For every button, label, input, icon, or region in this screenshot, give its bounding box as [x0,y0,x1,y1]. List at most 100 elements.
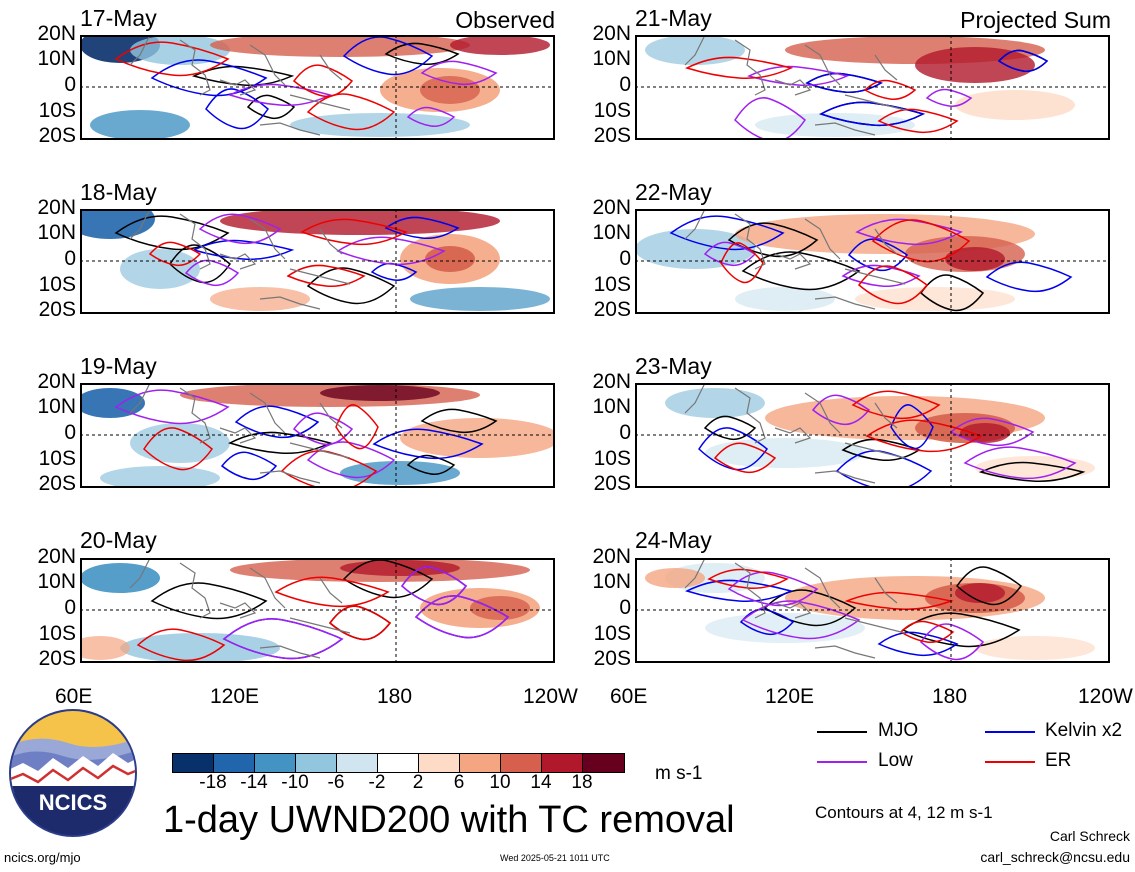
author-name: Carl Schreck [1049,828,1130,844]
legend-er-label: ER [1045,750,1072,771]
colorbar-swatch [378,754,419,772]
colorbar-swatch [542,754,583,772]
lat-label: 10N [592,395,631,418]
author-email[interactable]: carl_schreck@ncsu.edu [980,849,1130,865]
ncics-logo: NCICS [9,709,137,837]
legend-kelvin-label: Kelvin x2 [1045,720,1123,741]
lat-label: 20N [592,370,631,393]
lon-label-120e-right: 120E [765,685,815,708]
colorbar-swatch [419,754,460,772]
lat-label: 20N [592,22,631,45]
lat-label: 10N [592,47,631,70]
lat-label: 20N [37,370,76,393]
lat-label: 10S [38,447,76,470]
lat-label: 10S [38,99,76,122]
colorbar-swatch [173,754,214,772]
colorbar-swatch [255,754,296,772]
panel-date-5: 21-May [635,5,712,31]
legend-kelvin-line [985,731,1035,733]
lon-label-180-left: 180 [377,685,413,708]
timestamp: Wed 2025-05-21 1011 UTC [500,853,610,863]
legend-mjo-label: MJO [878,720,919,741]
lat-label: 0 [64,247,76,270]
lon-label-60e-right: 60E [610,685,648,708]
colorbar-tick-label: -10 [281,772,309,793]
lat-label: 20S [593,124,631,147]
lat-label: 20S [38,124,76,147]
lat-label: 0 [64,421,76,444]
colorbar-swatch [214,754,255,772]
lat-label: 10S [593,622,631,645]
projected-sum-label: Projected Sum [960,7,1111,33]
colorbar-tick-label: 2 [412,772,424,793]
legend-er-line [985,761,1035,763]
lat-label: 10S [593,447,631,470]
colorbar-tick-label: -2 [368,772,386,793]
site-link[interactable]: ncics.org/mjo [4,850,81,865]
map-panel [635,35,1110,140]
lon-label-120w-left: 120W [523,685,578,708]
colorbar-tick-label: -6 [327,772,345,793]
legend-mjo-line [817,731,867,733]
lat-label: 10N [37,47,76,70]
contours-note: Contours at 4, 12 m s-1 [815,803,993,822]
colorbar-swatch [337,754,378,772]
lon-label-180-right: 180 [932,685,968,708]
panel-date-6: 22-May [635,179,712,205]
map-panel [635,558,1110,663]
colorbar-units: m s-1 [655,763,703,784]
logo-text: NCICS [39,790,107,815]
lat-label: 0 [64,596,76,619]
colorbar-swatch [296,754,337,772]
lon-label-60e-left: 60E [55,685,93,708]
lat-label: 10N [37,570,76,593]
lat-label: 10S [593,99,631,122]
colorbar-tick-label: 14 [530,772,552,793]
colorbar-swatch [460,754,501,772]
lat-label: 0 [619,247,631,270]
lat-label: 20N [37,196,76,219]
panel-date-7: 23-May [635,353,712,379]
map-panel [80,558,555,663]
lat-label: 10S [593,273,631,296]
lat-label: 20N [592,196,631,219]
legend-low-label: Low [878,750,913,771]
lat-label: 20S [593,472,631,495]
panel-date-1: 17-May [80,5,157,31]
lat-label: 0 [619,596,631,619]
colorbar-tick-label: 10 [489,772,511,793]
panel-date-8: 24-May [635,527,712,553]
lat-label: 0 [619,73,631,96]
lat-label: 20N [37,545,76,568]
lat-label: 10N [37,221,76,244]
lat-label: 20N [37,22,76,45]
colorbar-tick-label: 6 [453,772,465,793]
lat-label: 10N [592,221,631,244]
figure-title: 1-day UWND200 with TC removal [163,799,735,841]
observed-label: Observed [455,7,555,33]
map-panel [80,35,555,140]
legend-low-line [817,761,867,763]
lon-label-120w-right: 120W [1078,685,1133,708]
map-panel [635,209,1110,314]
lat-label: 0 [619,421,631,444]
colorbar-swatch [501,754,542,772]
colorbar [172,753,625,773]
colorbar-tick-label: -18 [199,772,227,793]
lat-label: 20S [38,472,76,495]
lat-label: 10S [38,622,76,645]
colorbar-tick-label: -14 [240,772,268,793]
lat-label: 20S [38,298,76,321]
panel-date-2: 18-May [80,179,157,205]
map-panel [80,383,555,488]
lat-label: 10N [37,395,76,418]
colorbar-swatch [583,754,624,772]
lat-label: 20S [38,647,76,670]
lon-label-120e-left: 120E [210,685,260,708]
lat-label: 20S [593,298,631,321]
lat-label: 0 [64,73,76,96]
map-panel [635,383,1110,488]
lat-label: 10N [592,570,631,593]
colorbar-tick-label: 18 [571,772,593,793]
lat-label: 10S [38,273,76,296]
